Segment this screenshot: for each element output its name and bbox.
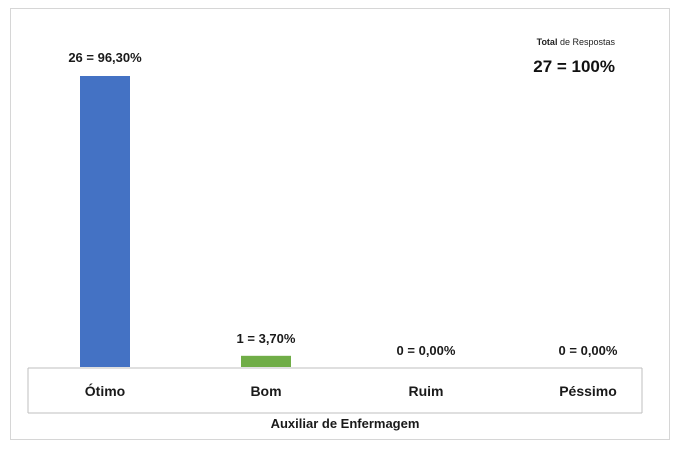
data-label-3: 0 = 0,00% xyxy=(559,343,618,358)
category-label-1: Bom xyxy=(250,383,281,399)
total-caption-bold: Total xyxy=(537,37,558,47)
total-caption-rest: de Respostas xyxy=(557,37,615,47)
category-label-2: Ruim xyxy=(409,383,444,399)
category-label-3: Péssimo xyxy=(559,383,617,399)
category-labels-group: Ótimo Bom Ruim Péssimo xyxy=(85,382,617,399)
chart-frame xyxy=(10,8,670,440)
total-caption: Total de Respostas xyxy=(537,37,616,47)
bars-group xyxy=(80,76,291,367)
x-axis-title: Auxiliar de Enfermagem xyxy=(271,416,420,431)
category-label-0: Ótimo xyxy=(85,382,125,399)
data-label-0: 26 = 96,30% xyxy=(68,50,142,65)
total-value: 27 = 100% xyxy=(533,57,615,76)
bar-0 xyxy=(80,76,130,367)
data-labels-group: 26 = 96,30% 1 = 3,70% 0 = 0,00% 0 = 0,00% xyxy=(68,50,618,358)
data-label-2: 0 = 0,00% xyxy=(397,343,456,358)
bar-1 xyxy=(241,355,291,367)
data-label-1: 1 = 3,70% xyxy=(237,331,296,346)
